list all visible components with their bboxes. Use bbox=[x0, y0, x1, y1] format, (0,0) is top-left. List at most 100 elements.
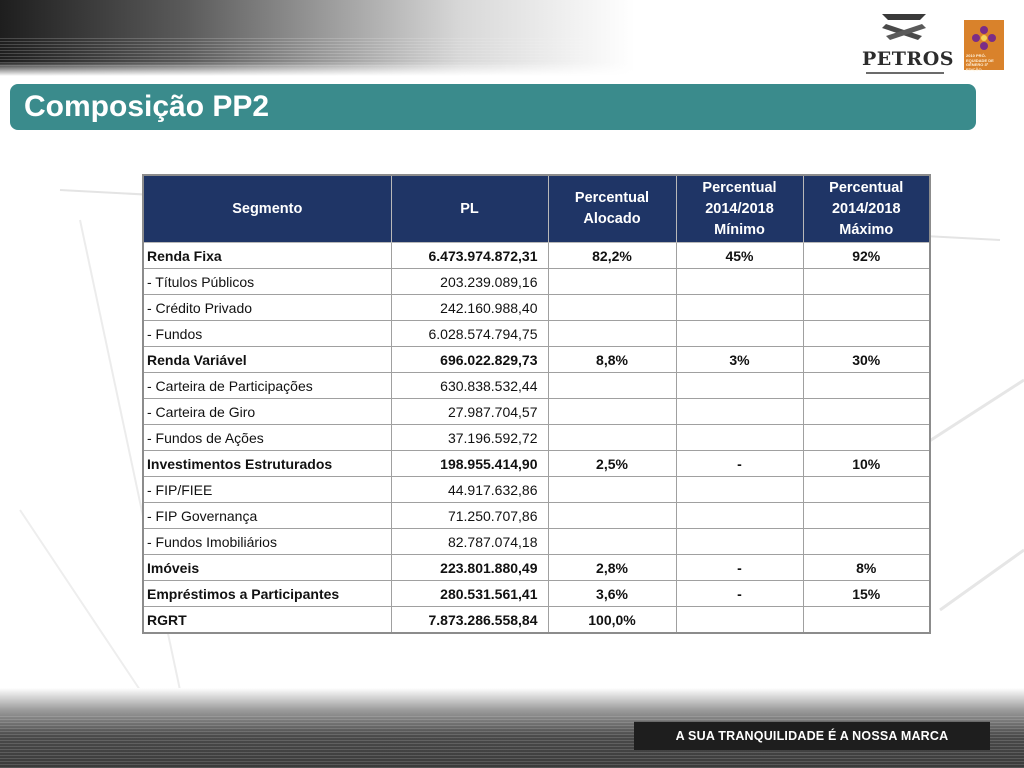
slogan-box: A SUA TRANQUILIDADE É A NOSSA MARCA bbox=[634, 721, 990, 750]
cell-minimo: - bbox=[675, 580, 804, 607]
table-header-row: Segmento PL Percentual Alocado Percentua… bbox=[142, 174, 931, 243]
cell-minimo bbox=[675, 294, 804, 321]
cell-pl: 223.801.880,49 bbox=[390, 554, 549, 581]
table-row: - Carteira de Giro 27.987.704,57 bbox=[142, 398, 931, 425]
cell-segmento: Imóveis bbox=[142, 554, 392, 581]
cell-alocado bbox=[547, 424, 677, 451]
cell-minimo bbox=[675, 606, 804, 634]
cell-alocado bbox=[547, 372, 677, 399]
cell-maximo bbox=[802, 502, 931, 529]
cell-pl: 6.473.974.872,31 bbox=[390, 242, 549, 269]
table-row: Empréstimos a Participantes 280.531.561,4… bbox=[142, 580, 931, 607]
table-row: Renda Variável 696.022.829,73 8,8% 3% 30% bbox=[142, 346, 931, 373]
cell-maximo bbox=[802, 372, 931, 399]
cell-pl: 203.239.089,16 bbox=[390, 268, 549, 295]
cell-alocado bbox=[547, 476, 677, 503]
cell-segmento: - Fundos de Ações bbox=[142, 424, 392, 451]
cell-maximo: 10% bbox=[802, 450, 931, 477]
cell-maximo: 15% bbox=[802, 580, 931, 607]
cell-segmento: Empréstimos a Participantes bbox=[142, 580, 392, 607]
cell-segmento: Renda Fixa bbox=[142, 242, 392, 269]
cell-minimo bbox=[675, 268, 804, 295]
cell-alocado: 2,5% bbox=[547, 450, 677, 477]
table-row: - Títulos Públicos 203.239.089,16 bbox=[142, 268, 931, 295]
cell-alocado: 3,6% bbox=[547, 580, 677, 607]
cell-pl: 7.873.286.558,84 bbox=[390, 606, 549, 634]
cell-minimo: 3% bbox=[675, 346, 804, 373]
cell-maximo bbox=[802, 476, 931, 503]
cell-minimo bbox=[675, 372, 804, 399]
seal-text: 2010 PRÓ-EQUIDADE DE GÊNERO 3ª EDIÇÃO bbox=[966, 53, 994, 72]
cell-minimo bbox=[675, 476, 804, 503]
cell-maximo bbox=[802, 398, 931, 425]
cell-minimo bbox=[675, 528, 804, 555]
petros-logo-rule bbox=[866, 72, 944, 74]
petros-logo: PETROS bbox=[862, 10, 954, 74]
header-stripes bbox=[0, 36, 790, 66]
table-row: - Crédito Privado 242.160.988,40 bbox=[142, 294, 931, 321]
cell-segmento: - Títulos Públicos bbox=[142, 268, 392, 295]
table-row: - Carteira de Participações 630.838.532,4… bbox=[142, 372, 931, 399]
cell-maximo bbox=[802, 294, 931, 321]
cell-segmento: RGRT bbox=[142, 606, 392, 634]
table-row: - FIP Governança 71.250.707,86 bbox=[142, 502, 931, 529]
cell-minimo bbox=[675, 320, 804, 347]
cell-minimo: - bbox=[675, 554, 804, 581]
cell-maximo bbox=[802, 320, 931, 347]
cell-segmento: Investimentos Estruturados bbox=[142, 450, 392, 477]
petros-wordmark: PETROS bbox=[862, 48, 954, 70]
cell-maximo bbox=[802, 268, 931, 295]
col-header-alocado: Percentual Alocado bbox=[547, 174, 677, 243]
table-row: Investimentos Estruturados 198.955.414,90… bbox=[142, 450, 931, 477]
cell-maximo: 8% bbox=[802, 554, 931, 581]
cell-segmento: - Fundos bbox=[142, 320, 392, 347]
cell-pl: 44.917.632,86 bbox=[390, 476, 549, 503]
cell-alocado: 2,8% bbox=[547, 554, 677, 581]
table-row: - Fundos Imobiliários 82.787.074,18 bbox=[142, 528, 931, 555]
cell-minimo: - bbox=[675, 450, 804, 477]
cell-alocado: 82,2% bbox=[547, 242, 677, 269]
footer-slogan: A SUA TRANQUILIDADE É A NOSSA MARCA bbox=[675, 729, 949, 743]
cell-minimo bbox=[675, 502, 804, 529]
petros-mark-icon bbox=[882, 14, 926, 40]
cell-pl: 82.787.074,18 bbox=[390, 528, 549, 555]
cell-pl: 37.196.592,72 bbox=[390, 424, 549, 451]
cell-alocado: 100,0% bbox=[547, 606, 677, 634]
composition-table: Segmento PL Percentual Alocado Percentua… bbox=[142, 174, 931, 634]
table-row: - FIP/FIEE 44.917.632,86 bbox=[142, 476, 931, 503]
col-header-segmento: Segmento bbox=[142, 174, 392, 243]
cell-alocado bbox=[547, 398, 677, 425]
cell-segmento: - FIP Governança bbox=[142, 502, 392, 529]
cell-segmento: - Fundos Imobiliários bbox=[142, 528, 392, 555]
cell-segmento: - Carteira de Giro bbox=[142, 398, 392, 425]
cell-alocado: 8,8% bbox=[547, 346, 677, 373]
cell-pl: 696.022.829,73 bbox=[390, 346, 549, 373]
cell-segmento: - Crédito Privado bbox=[142, 294, 392, 321]
col-header-pl: PL bbox=[390, 174, 549, 243]
cell-pl: 6.028.574.794,75 bbox=[390, 320, 549, 347]
cell-pl: 242.160.988,40 bbox=[390, 294, 549, 321]
table-row: - Fundos 6.028.574.794,75 bbox=[142, 320, 931, 347]
cell-minimo bbox=[675, 398, 804, 425]
cell-minimo bbox=[675, 424, 804, 451]
page-title: Composição PP2 bbox=[24, 90, 270, 123]
cell-maximo bbox=[802, 424, 931, 451]
title-bar: Composição PP2 bbox=[10, 84, 976, 130]
cell-pl: 280.531.561,41 bbox=[390, 580, 549, 607]
cell-minimo: 45% bbox=[675, 242, 804, 269]
cell-maximo bbox=[802, 606, 931, 634]
cell-pl: 630.838.532,44 bbox=[390, 372, 549, 399]
cell-maximo: 30% bbox=[802, 346, 931, 373]
cell-alocado bbox=[547, 502, 677, 529]
cell-alocado bbox=[547, 528, 677, 555]
header-band bbox=[0, 0, 1024, 76]
table-row: Renda Fixa 6.473.974.872,31 82,2% 45% 92% bbox=[142, 242, 931, 269]
seal-flower-icon bbox=[972, 26, 996, 50]
col-header-minimo: Percentual 2014/2018 Mínimo bbox=[675, 174, 804, 243]
cell-segmento: Renda Variável bbox=[142, 346, 392, 373]
cell-maximo: 92% bbox=[802, 242, 931, 269]
cell-segmento: - Carteira de Participações bbox=[142, 372, 392, 399]
table-row: RGRT 7.873.286.558,84 100,0% bbox=[142, 606, 931, 634]
cell-alocado bbox=[547, 268, 677, 295]
pro-equidade-seal: 2010 PRÓ-EQUIDADE DE GÊNERO 3ª EDIÇÃO bbox=[964, 20, 1004, 72]
